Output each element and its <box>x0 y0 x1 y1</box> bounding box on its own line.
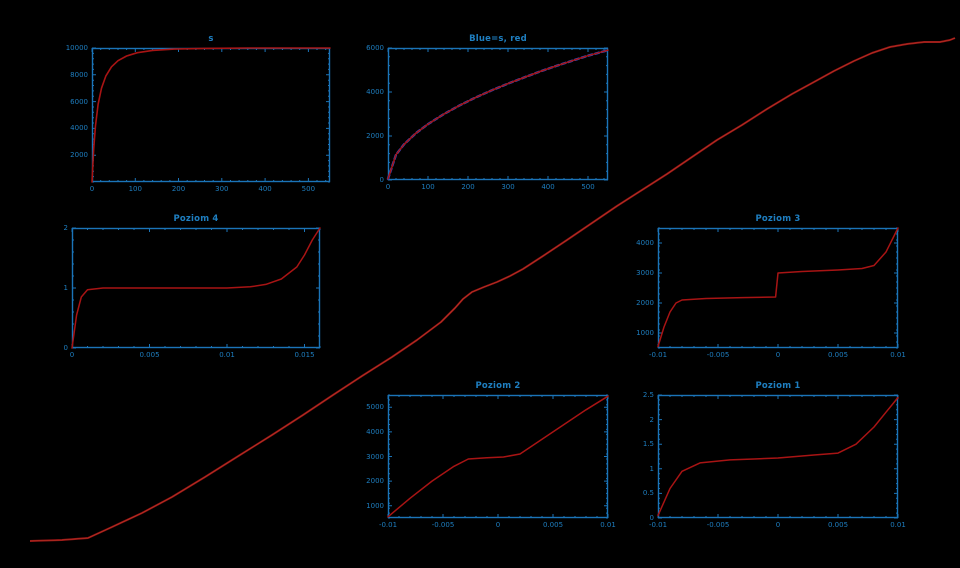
x-tick-label: 0 <box>69 351 75 359</box>
y-tick-label: 0 <box>379 176 384 184</box>
subplot-middle-right: Poziom 3 -0.01 -0.005 0 0.005 0.01 4000 3000 20… <box>636 214 906 359</box>
x-tick-label: 0.01 <box>219 351 235 359</box>
y-tick-label: 2.5 <box>642 391 654 399</box>
x-tick-label: 0 <box>775 351 781 359</box>
subplot-title: Poziom 4 <box>173 214 219 224</box>
y-tick-label: 1000 <box>636 329 654 337</box>
y-tick-label: 2000 <box>366 132 384 140</box>
x-tick-label: 0.01 <box>890 351 906 359</box>
x-tick-label: 0.01 <box>600 521 616 529</box>
subplot-title: s <box>208 34 214 44</box>
plot-area <box>91 47 331 183</box>
y-tick-label: 1 <box>63 284 68 292</box>
x-tick-label: -0.01 <box>648 521 668 529</box>
y-tick-label: 3000 <box>636 269 654 277</box>
x-tick-label: 100 <box>421 183 435 191</box>
y-tick-label: 6000 <box>70 97 88 106</box>
y-tick-label: 0 <box>63 344 68 352</box>
x-tick-label: 400 <box>541 183 555 191</box>
y-tick-label: 10000 <box>65 44 88 52</box>
x-tick-label: 0.01 <box>890 521 906 529</box>
x-tick-label: -0.01 <box>648 351 668 359</box>
y-tick-label: 8000 <box>70 70 88 79</box>
x-tick-label: 100 <box>128 185 142 193</box>
y-tick-label: 0 <box>649 514 654 522</box>
y-tick-label: 3000 <box>366 452 384 461</box>
x-tick-label: 200 <box>461 183 475 191</box>
y-tick-label: 2000 <box>366 477 384 486</box>
plot-area <box>387 394 609 519</box>
x-tick-label: 500 <box>301 185 316 193</box>
x-tick-label: 0.005 <box>139 351 160 359</box>
y-tick-label: 4000 <box>366 427 384 436</box>
x-tick-label: 400 <box>258 185 272 193</box>
subplot-bottom-middle: Poziom 2 -0.01 -0.005 0 0.005 0.01 5000 4000 30… <box>366 381 616 529</box>
x-tick-label: 200 <box>171 185 186 193</box>
subplot-title: Poziom 3 <box>755 214 801 224</box>
y-tick-label: 1000 <box>366 501 384 510</box>
y-tick-label: 1 <box>649 464 654 473</box>
x-tick-label: 300 <box>215 185 229 193</box>
subplot-middle-left: Poziom 4 0 0.005 0.01 0.015 2 1 0 <box>64 214 321 359</box>
x-tick-label: -0.005 <box>706 351 730 359</box>
plot-area <box>386 47 610 181</box>
x-tick-label: 300 <box>501 183 515 191</box>
x-tick-label: 0 <box>495 521 501 529</box>
plot-area <box>657 227 899 349</box>
x-tick-label: 0 <box>775 521 781 529</box>
x-tick-label: 0.015 <box>294 351 315 359</box>
x-tick-label: -0.01 <box>378 521 398 529</box>
subplot-top-middle: Blue=s, red 0 100 200 300 400 500 6000 4000 2000… <box>366 34 610 191</box>
x-tick-label: -0.005 <box>706 521 730 529</box>
x-tick-label: 0.005 <box>827 351 849 359</box>
x-tick-label: 500 <box>581 183 595 191</box>
x-tick-label: 0 <box>89 185 95 193</box>
x-tick-label: -0.005 <box>431 521 455 529</box>
y-tick-label: 2 <box>649 415 654 424</box>
x-tick-label: 0.005 <box>542 521 564 529</box>
x-tick-label: 0 <box>385 183 391 191</box>
y-tick-label: 2 <box>63 224 68 232</box>
subplot-bottom-right: Poziom 1 -0.01 -0.005 0 0.005 0.01 2.5 2 1.5 1 0.… <box>643 381 906 529</box>
x-tick-label: 0.005 <box>827 521 849 529</box>
y-tick-label: 6000 <box>366 44 384 52</box>
y-tick-label: 2000 <box>70 151 88 160</box>
plot-area <box>657 394 899 519</box>
y-tick-label: 1.5 <box>642 440 654 449</box>
y-tick-label: 4000 <box>366 88 384 96</box>
subplot-title: Blue=s, red <box>469 34 527 44</box>
subplot-title: Poziom 2 <box>475 381 521 391</box>
y-tick-label: 4000 <box>70 124 88 133</box>
y-tick-label: 4000 <box>636 239 654 247</box>
plot-area <box>71 227 321 349</box>
subplot-title: Poziom 1 <box>755 381 801 391</box>
y-tick-label: 5000 <box>366 403 384 412</box>
y-tick-label: 2000 <box>636 299 654 307</box>
y-tick-label: 0.5 <box>642 489 654 498</box>
subplot-top-left: s 0 100 200 300 400 500 10000 8000 6000 4000 2000 <box>66 34 331 193</box>
